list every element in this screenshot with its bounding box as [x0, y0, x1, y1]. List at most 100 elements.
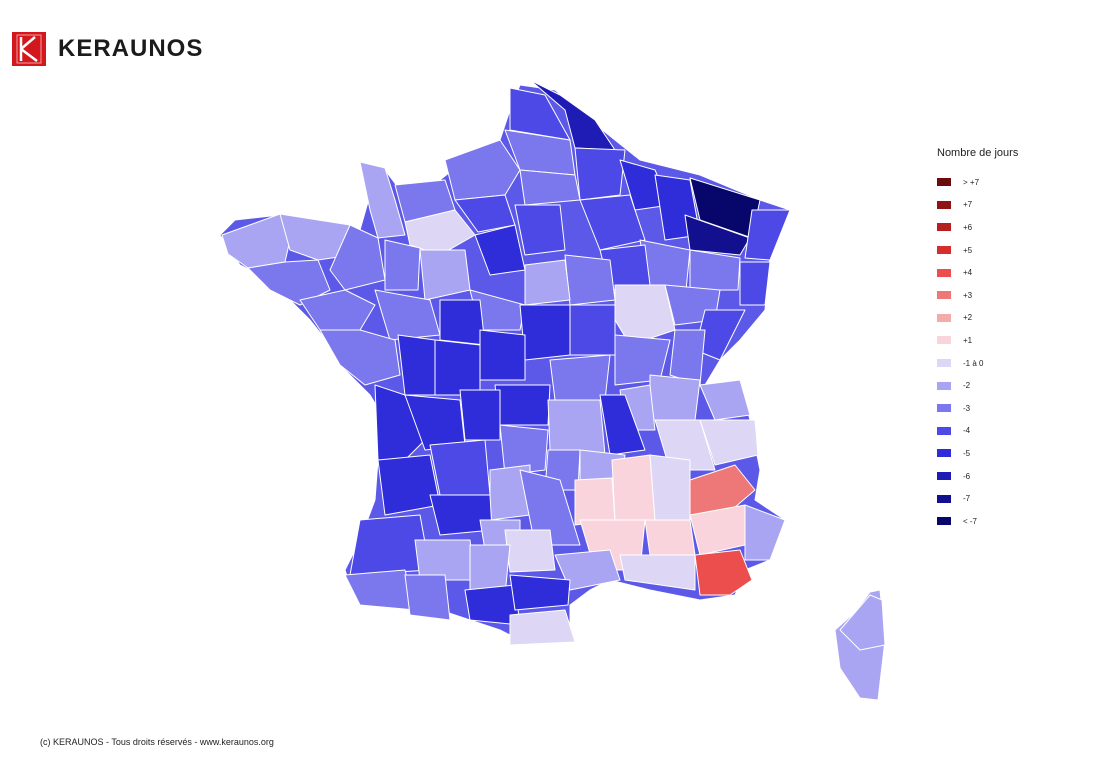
dept-allier: [549, 354, 611, 401]
dept-vienne: [434, 339, 481, 396]
dept-correze: [499, 424, 549, 476]
dept-vendee: [319, 329, 401, 386]
legend-swatch: [937, 336, 951, 345]
legend-label: +2: [963, 313, 973, 323]
dept-hautes-alpes: [689, 464, 756, 521]
legend-label: > +7: [963, 177, 980, 187]
legend-swatch: [937, 517, 951, 526]
dept-charente-maritime: [374, 384, 426, 471]
legend-swatch: [937, 381, 951, 390]
legend-item: +5: [937, 239, 1018, 262]
legend-item: +3: [937, 284, 1018, 307]
dept-cher: [519, 304, 571, 361]
legend-label: -1 à 0: [963, 358, 984, 368]
dept-aisne: [574, 147, 626, 201]
legend-swatch: [937, 494, 951, 503]
brand-name: KERAUNOS: [58, 35, 204, 62]
dept-drome: [649, 454, 691, 521]
dept-indre-loire: [439, 299, 486, 346]
legend-swatch: [937, 472, 951, 481]
dept-jura: [669, 329, 706, 386]
legend-label: -2: [963, 381, 971, 391]
dept-pyrenees-orientales: [509, 609, 576, 646]
legend-label: -6: [963, 471, 971, 481]
dept-cotes-armor: [279, 213, 353, 261]
legend-swatch: [937, 426, 951, 435]
legend-label: +1: [963, 335, 973, 345]
dept-lozere: [574, 477, 616, 526]
legend-item: > +7: [937, 171, 1018, 194]
legend-item: +1: [937, 329, 1018, 352]
dept-oise: [519, 169, 581, 206]
legend-item: -6: [937, 465, 1018, 488]
dept-paris-region: [514, 204, 566, 256]
dept-vosges: [689, 249, 741, 291]
dept-nievre: [569, 304, 616, 356]
dept-aveyron: [519, 469, 581, 546]
legend-swatch: [937, 404, 951, 413]
legend-swatch: [937, 291, 951, 300]
copyright-footer: (c) KERAUNOS - Tous droits réservés - ww…: [40, 737, 274, 747]
dept-alpes-maritimes: [744, 504, 786, 561]
dept-seine-maritime: [444, 139, 521, 201]
dept-deux-sevres: [397, 334, 436, 396]
dept-meurthe-moselle: [684, 214, 751, 256]
dept-dordogne: [429, 439, 491, 496]
legend-label: +4: [963, 268, 973, 278]
legend-swatch: [937, 359, 951, 368]
legend-swatch: [937, 223, 951, 232]
dept-var: [694, 549, 753, 596]
dept-bouches-rhone: [619, 554, 696, 591]
keraunos-logo: KERAUNOS: [12, 32, 203, 66]
legend-swatch: [937, 200, 951, 209]
legend-swatch: [937, 178, 951, 187]
legend-item: < -7: [937, 510, 1018, 533]
dept-aude: [509, 574, 571, 611]
legend-item: -4: [937, 420, 1018, 443]
legend-label: +7: [963, 200, 973, 210]
legend-swatch: [937, 313, 951, 322]
dept-gers: [414, 539, 476, 581]
dept-ardeche: [611, 454, 656, 521]
dept-haute-savoie: [699, 379, 751, 421]
dept-manche: [359, 161, 406, 239]
legend-label: +3: [963, 290, 973, 300]
legend-title: Nombre de jours: [937, 147, 1019, 159]
legend-swatch: [937, 449, 951, 458]
dept-bas-rhin: [744, 209, 791, 261]
legend-label: -4: [963, 426, 971, 436]
dept-pyrenees-atlantiques: [344, 569, 416, 611]
dept-haute-corse: [839, 594, 886, 651]
dept-orne: [404, 209, 476, 256]
dept-creuse: [494, 384, 551, 426]
legend-swatch: [937, 246, 951, 255]
dept-marne: [579, 194, 646, 251]
dept-hautes-pyrenees: [404, 574, 451, 621]
legend-label: +6: [963, 222, 973, 232]
dept-savoie: [699, 419, 759, 466]
dept-puy-dome: [547, 399, 606, 456]
legend-item: -5: [937, 442, 1018, 465]
map-legend: Nombre de jours > +7 +7 +6 +5 +4 +3 +2 +1 -1 à 0…: [937, 147, 1018, 533]
legend-item: +2: [937, 307, 1018, 330]
legend-item: -2: [937, 374, 1018, 397]
dept-pas-calais: [509, 87, 571, 141]
dept-loire-atlantique: [299, 289, 376, 331]
legend-item: +4: [937, 261, 1018, 284]
dept-herault: [554, 549, 621, 591]
dept-ille-vilaine: [329, 224, 386, 291]
legend-item: +7: [937, 194, 1018, 217]
dept-vaucluse: [644, 519, 696, 556]
logo-mark-icon: [12, 32, 46, 66]
dept-haut-rhin: [739, 261, 771, 306]
dept-tarn: [504, 529, 556, 573]
legend-swatch: [937, 268, 951, 277]
dept-yonne: [564, 254, 616, 306]
legend-label: -5: [963, 448, 971, 458]
dept-ain: [649, 374, 701, 421]
dept-loiret: [524, 259, 571, 306]
dept-gironde: [377, 454, 441, 516]
dept-loire: [599, 394, 646, 456]
legend-item: -3: [937, 397, 1018, 420]
